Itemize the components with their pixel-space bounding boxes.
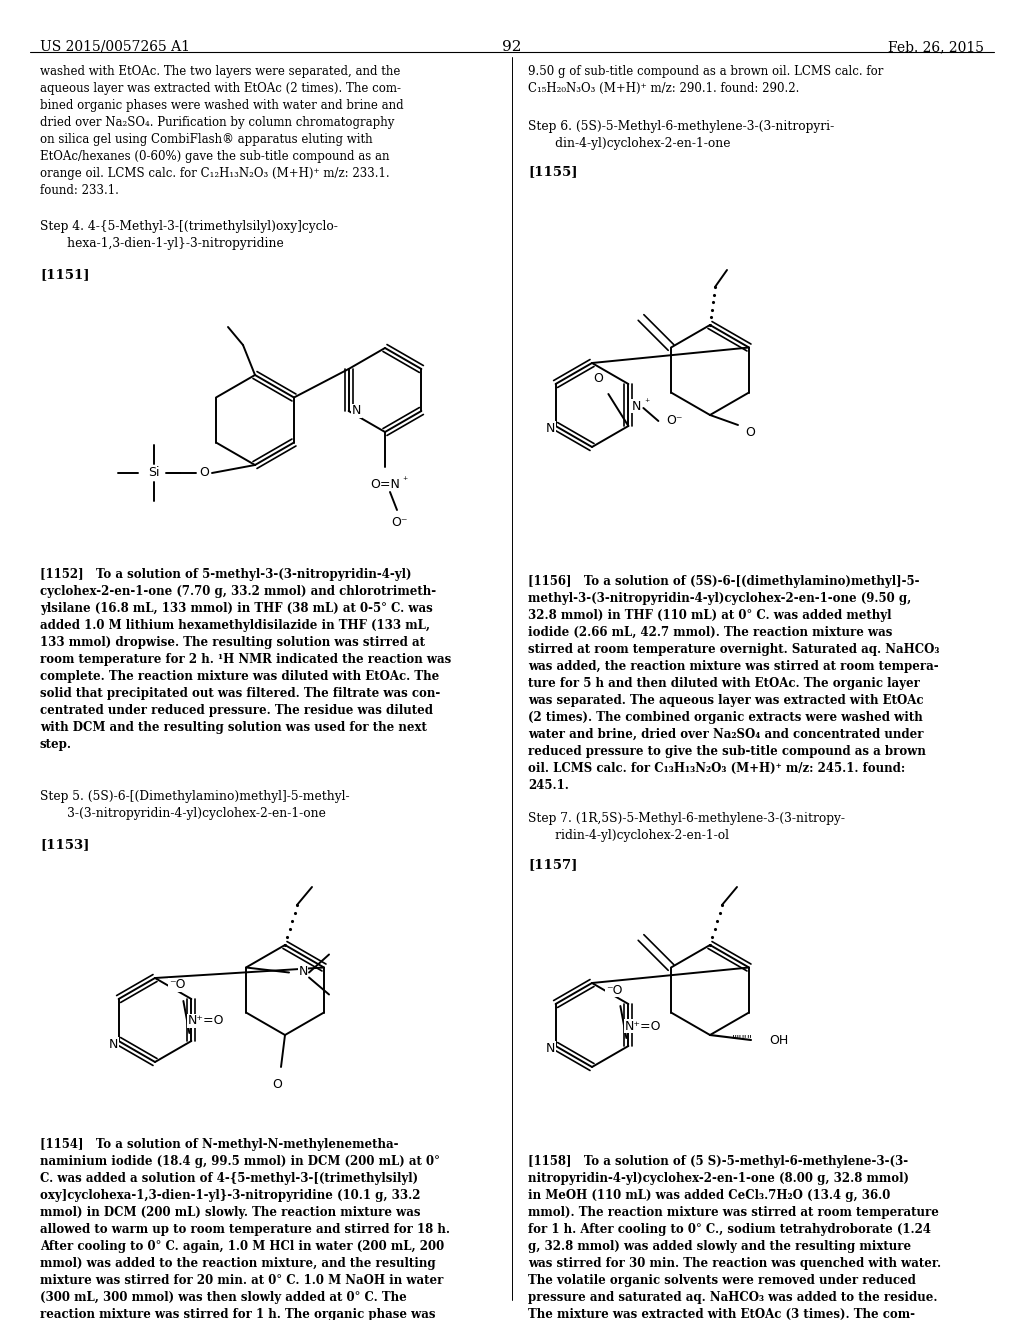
Text: 92: 92 <box>502 40 522 54</box>
Text: washed with EtOAc. The two layers were separated, and the
aqueous layer was extr: washed with EtOAc. The two layers were s… <box>40 65 403 197</box>
Text: [1151]: [1151] <box>40 268 89 281</box>
Text: O: O <box>272 1078 282 1092</box>
Text: [1157]: [1157] <box>528 858 578 871</box>
Text: O: O <box>594 371 603 384</box>
Text: [1156]   To a solution of (5S)-6-[(dimethylamino)methyl]-5-
methyl-3-(3-nitropyr: [1156] To a solution of (5S)-6-[(dimethy… <box>528 576 939 792</box>
Text: [1155]: [1155] <box>528 165 578 178</box>
Text: OH: OH <box>769 1034 788 1047</box>
Text: [1152]   To a solution of 5-methyl-3-(3-nitropyridin-4-yl)
cyclohex-2-en-1-one (: [1152] To a solution of 5-methyl-3-(3-ni… <box>40 568 452 751</box>
Text: ⁺: ⁺ <box>644 399 649 408</box>
Text: O: O <box>199 466 209 479</box>
Text: Step 6. (5S)-5-Methyl-6-methylene-3-(3-nitropyri-
       din-4-yl)cyclohex-2-en-: Step 6. (5S)-5-Methyl-6-methylene-3-(3-n… <box>528 120 835 150</box>
Text: O=N: O=N <box>370 478 400 491</box>
Text: """": """" <box>732 1034 753 1044</box>
Text: [1153]: [1153] <box>40 838 89 851</box>
Text: N: N <box>632 400 641 412</box>
Text: Feb. 26, 2015: Feb. 26, 2015 <box>888 40 984 54</box>
Text: ⁺: ⁺ <box>402 477 408 486</box>
Text: O⁻: O⁻ <box>392 516 409 528</box>
Text: N⁺=O: N⁺=O <box>188 1015 224 1027</box>
Text: Step 7. (1R,5S)-5-Methyl-6-methylene-3-(3-nitropy-
       ridin-4-yl)cyclohex-2-: Step 7. (1R,5S)-5-Methyl-6-methylene-3-(… <box>528 812 845 842</box>
Text: O: O <box>745 425 755 438</box>
Text: N: N <box>546 1041 555 1055</box>
Text: N: N <box>298 965 308 978</box>
Text: Step 5. (5S)-6-[(Dimethylamino)methyl]-5-methyl-
       3-(3-nitropyridin-4-yl)c: Step 5. (5S)-6-[(Dimethylamino)methyl]-5… <box>40 789 349 820</box>
Text: N: N <box>352 404 361 417</box>
Text: N⁺=O: N⁺=O <box>625 1019 662 1032</box>
Text: 9.50 g of sub-title compound as a brown oil. LCMS calc. for
C₁₅H₂₀N₃O₃ (M+H)⁺ m/: 9.50 g of sub-title compound as a brown … <box>528 65 884 95</box>
Text: O⁻: O⁻ <box>667 414 683 428</box>
Text: [1154]   To a solution of N-methyl-N-methylenemetha-
naminium iodide (18.4 g, 99: [1154] To a solution of N-methyl-N-methy… <box>40 1138 450 1320</box>
Text: [1158]   To a solution of (5 S)-5-methyl-6-methylene-3-(3-
nitropyridin-4-yl)cyc: [1158] To a solution of (5 S)-5-methyl-6… <box>528 1155 941 1320</box>
Text: N: N <box>109 1038 119 1051</box>
Text: US 2015/0057265 A1: US 2015/0057265 A1 <box>40 40 190 54</box>
Text: ⁻O: ⁻O <box>606 983 623 997</box>
Text: Step 4. 4-{5-Methyl-3-[(trimethylsilyl)oxy]cyclo-
       hexa-1,3-dien-1-yl}-3-n: Step 4. 4-{5-Methyl-3-[(trimethylsilyl)o… <box>40 220 338 249</box>
Text: Si: Si <box>148 466 160 479</box>
Text: ⁻O: ⁻O <box>169 978 185 991</box>
Text: N: N <box>546 421 555 434</box>
